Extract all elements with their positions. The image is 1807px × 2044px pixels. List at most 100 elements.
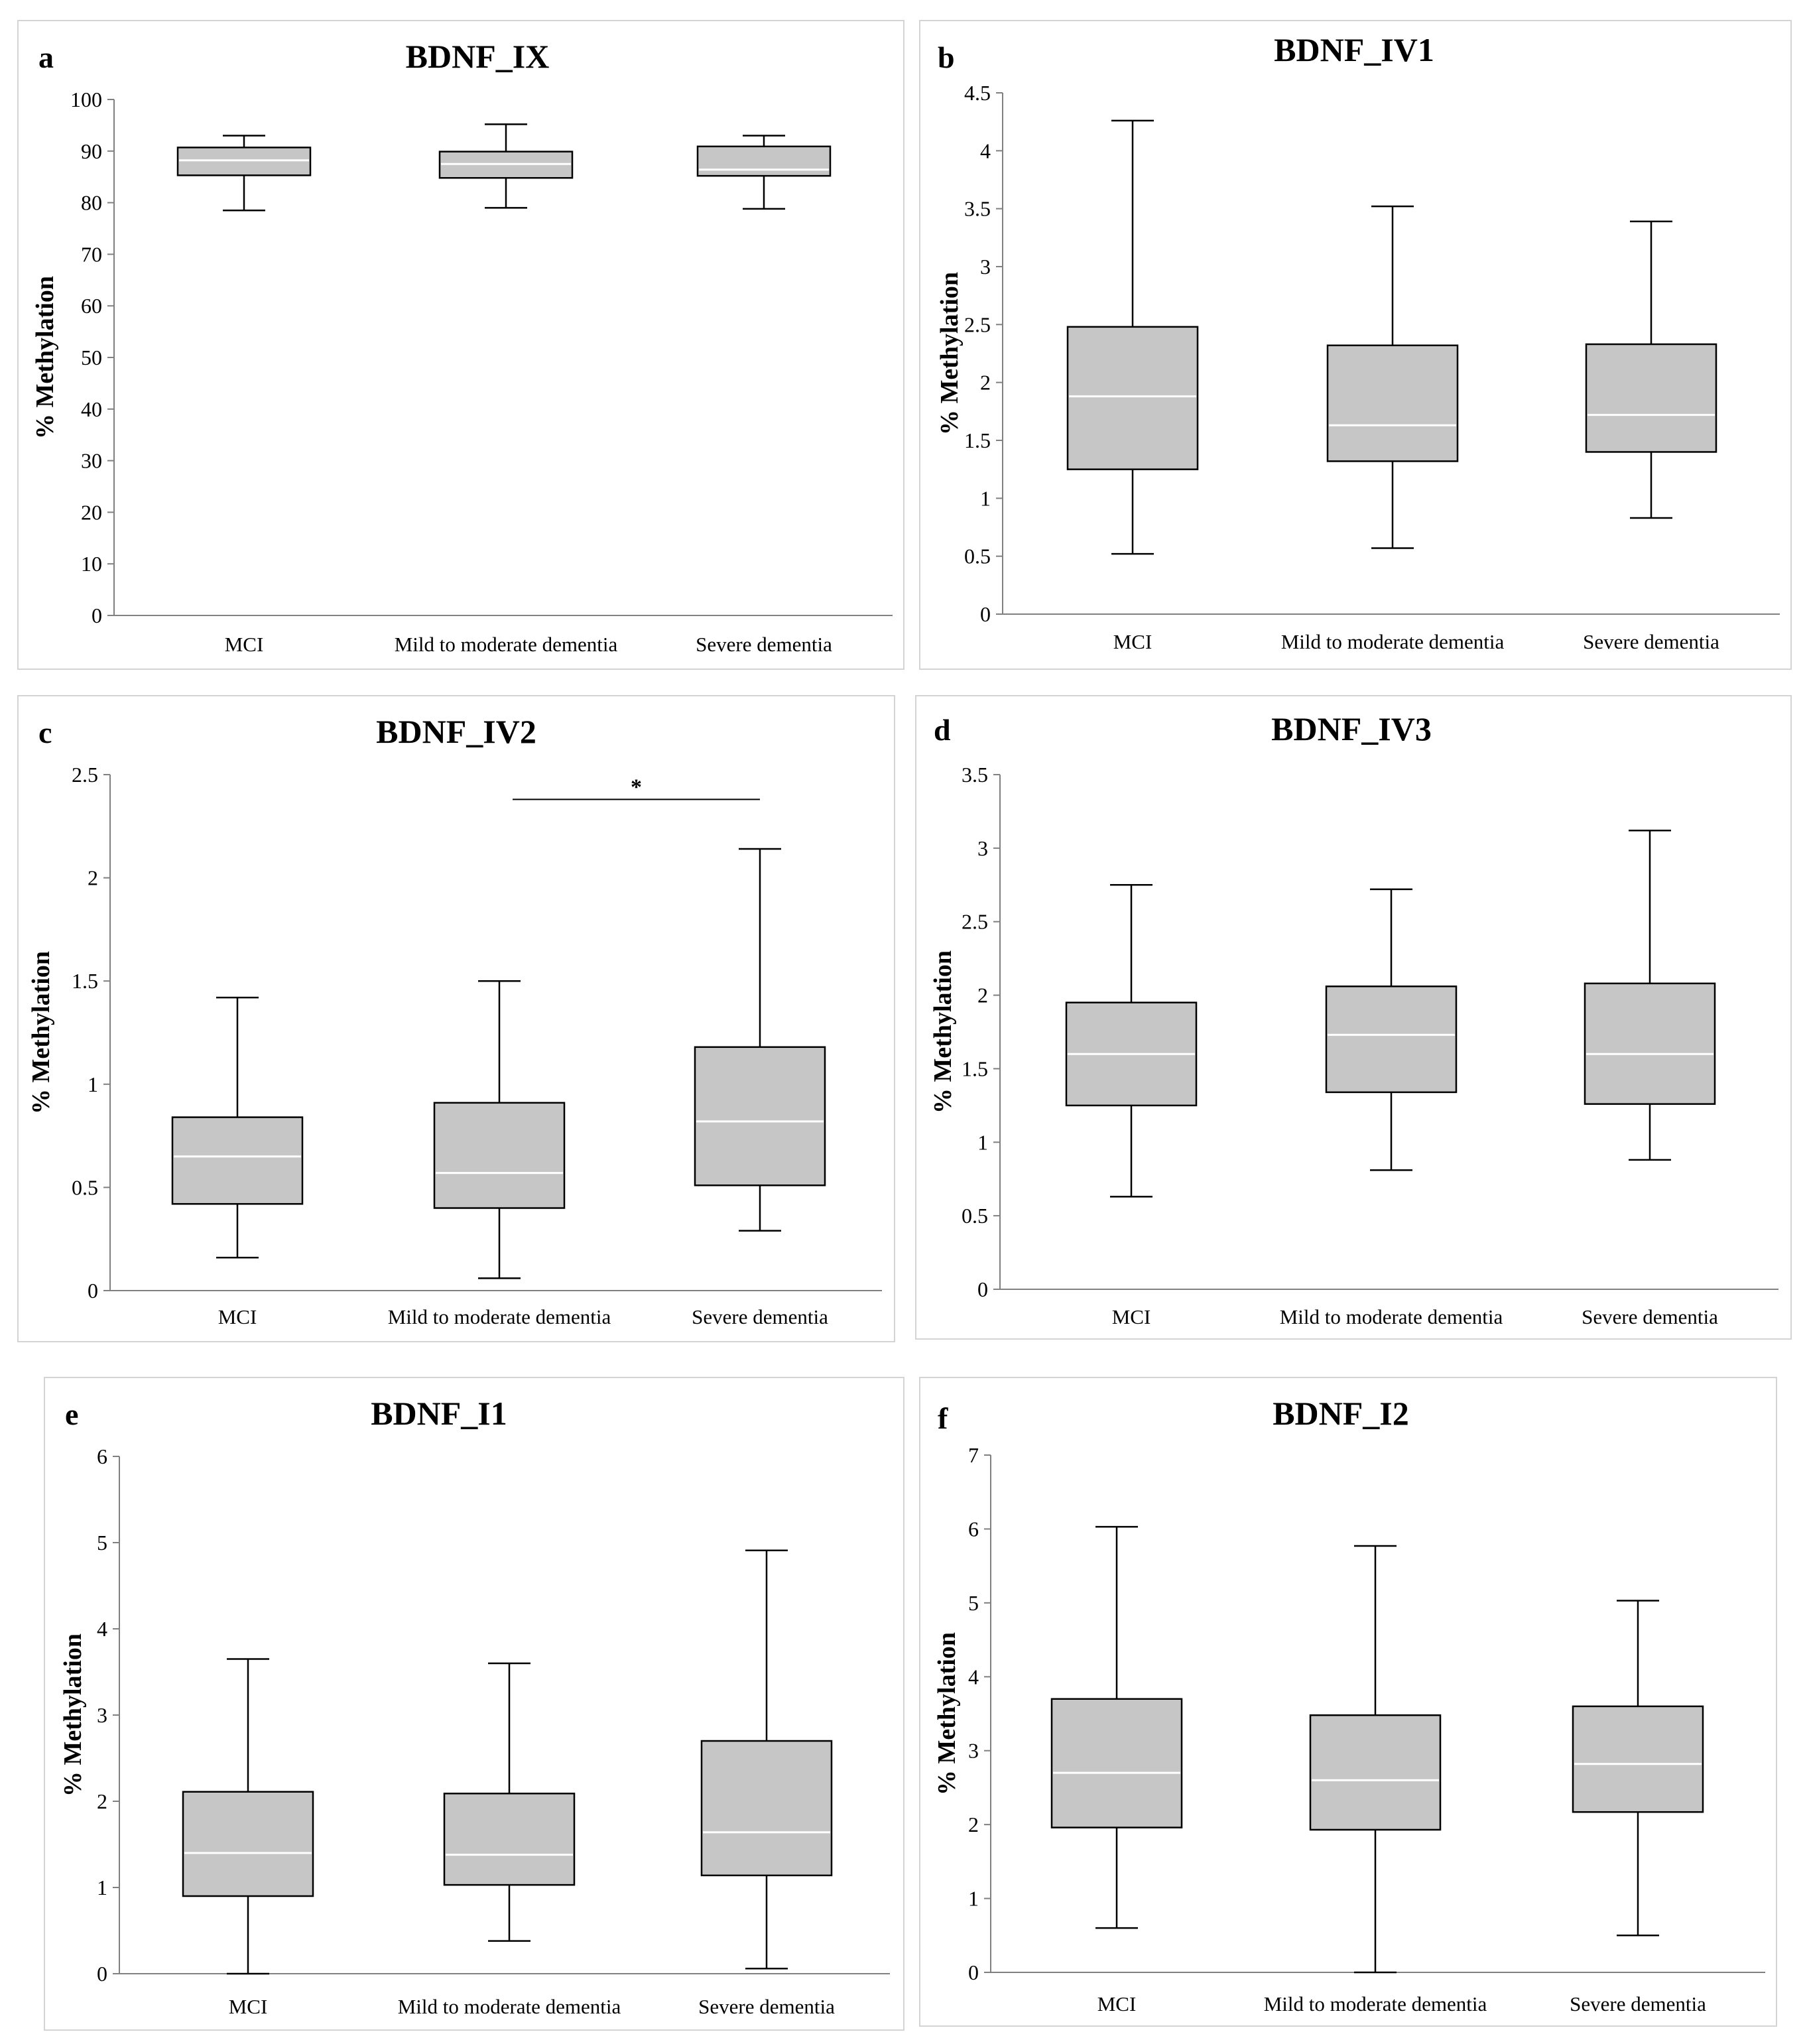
y-tick-label: 70 bbox=[81, 242, 102, 266]
box-iqr bbox=[694, 1046, 826, 1186]
y-tick-label: 10 bbox=[81, 552, 102, 576]
box-iqr bbox=[1066, 326, 1199, 470]
panel-label: d bbox=[934, 713, 951, 747]
box-2 bbox=[1309, 1545, 1442, 1974]
y-tick-label: 0 bbox=[92, 604, 102, 627]
box-3 bbox=[696, 135, 832, 210]
y-tick-label: 6 bbox=[97, 1444, 107, 1468]
y-tick-label: 2 bbox=[968, 1813, 979, 1836]
chart-title: BDNF_IV1 bbox=[1274, 31, 1434, 68]
y-tick-label: 3.5 bbox=[962, 763, 988, 787]
x-category-label: Mild to moderate dementia bbox=[395, 633, 618, 656]
box-iqr bbox=[1325, 986, 1458, 1094]
chart-panel-f: f BDNF_I2 % Methylation 0 1 2 3 4 5 6 7 MCI Mild to … bbox=[919, 1377, 1777, 2027]
y-tick-label: 80 bbox=[81, 191, 102, 215]
y-axis-label: % Methylation bbox=[936, 272, 964, 435]
box-3 bbox=[1585, 220, 1717, 519]
x-category-label: Mild to moderate dementia bbox=[388, 1305, 611, 1328]
box-iqr bbox=[182, 1791, 314, 1897]
box-1 bbox=[1065, 884, 1198, 1198]
y-tick-label: 3 bbox=[97, 1703, 107, 1727]
x-category-label: Severe dementia bbox=[696, 633, 832, 656]
y-tick-label: 0.5 bbox=[964, 544, 991, 568]
panel-label: b bbox=[938, 40, 955, 74]
box-iqr bbox=[1584, 982, 1716, 1105]
y-tick-label: 1 bbox=[88, 1072, 98, 1096]
y-tick-label: 2 bbox=[977, 984, 988, 1007]
y-tick-label: 100 bbox=[70, 88, 102, 111]
box-3 bbox=[1572, 1600, 1704, 1937]
box-iqr bbox=[1309, 1714, 1442, 1831]
box-2 bbox=[443, 1662, 576, 1942]
y-tick-label: 2.5 bbox=[964, 312, 991, 336]
panel-label: e bbox=[65, 1397, 78, 1431]
box-iqr bbox=[1585, 343, 1717, 453]
chart-panel-c: c BDNF_IV2 % Methylation 0 0.5 1 1.5 2 2.5 MCI Mil… bbox=[17, 695, 895, 1342]
panel-label: c bbox=[38, 716, 52, 749]
x-category-label: MCI bbox=[1097, 1992, 1137, 2015]
y-tick-label: 2.5 bbox=[72, 763, 98, 787]
chart-title: BDNF_IV3 bbox=[1271, 710, 1432, 747]
x-category-label: Severe dementia bbox=[1583, 630, 1719, 653]
box-1 bbox=[176, 135, 312, 212]
chart-svg-b: b BDNF_IV1 % Methylation 0 0.5 1 1.5 2 2.5 3 3.5 4 4… bbox=[936, 31, 1780, 653]
y-tick-label: 1.5 bbox=[962, 1056, 988, 1080]
box-1 bbox=[171, 996, 304, 1259]
box-2 bbox=[1326, 205, 1459, 549]
chart-svg-a: a BDNF_IX % Methylation 0 10 20 30 40 50 60 70 80 90… bbox=[31, 38, 893, 656]
box-1 bbox=[182, 1658, 314, 1975]
x-category-label: Mild to moderate dementia bbox=[398, 1995, 621, 2018]
y-axis-label: % Methylation bbox=[27, 951, 55, 1114]
x-category-label: MCI bbox=[1112, 1305, 1151, 1328]
y-tick-label: 0 bbox=[97, 1962, 107, 1986]
y-tick-label: 1.5 bbox=[72, 969, 98, 993]
y-tick-label: 3 bbox=[977, 836, 988, 860]
y-tick-label: 7 bbox=[968, 1443, 979, 1467]
y-tick-label: 2 bbox=[88, 866, 98, 890]
y-tick-label: 4 bbox=[968, 1665, 979, 1689]
box-1 bbox=[1050, 1525, 1183, 1929]
y-tick-label: 0 bbox=[968, 1960, 979, 1984]
x-category-label: MCI bbox=[225, 633, 264, 656]
box-iqr bbox=[443, 1793, 576, 1886]
y-tick-label: 6 bbox=[968, 1517, 979, 1541]
y-tick-label: 4 bbox=[980, 139, 991, 162]
y-tick-label: 2 bbox=[97, 1789, 107, 1813]
y-tick-label: 2 bbox=[980, 371, 991, 395]
box-iqr bbox=[1572, 1705, 1704, 1813]
box-3 bbox=[694, 848, 826, 1232]
chart-svg-e: e BDNF_I1 % Methylation 0 1 2 3 4 5 6 MCI Mild to m… bbox=[59, 1395, 890, 2018]
y-tick-label: 3 bbox=[980, 255, 991, 279]
chart-svg-c: c BDNF_IV2 % Methylation 0 0.5 1 1.5 2 2.5 MCI Mil… bbox=[27, 713, 882, 1328]
y-tick-label: 3 bbox=[968, 1739, 979, 1763]
panel-label: a bbox=[38, 40, 54, 74]
y-axis-label: % Methylation bbox=[929, 950, 957, 1114]
chart-title: BDNF_IV2 bbox=[376, 713, 536, 750]
y-axis-label: % Methylation bbox=[31, 276, 59, 439]
y-tick-label: 30 bbox=[81, 449, 102, 473]
y-tick-label: 0 bbox=[977, 1277, 988, 1301]
box-iqr bbox=[700, 1740, 833, 1877]
chart-panel-d: d BDNF_IV3 % Methylation 0 0.5 1 1.5 2 2.5 3 3.5 MC… bbox=[915, 695, 1792, 1340]
y-tick-label: 4 bbox=[97, 1617, 107, 1641]
box-iqr bbox=[1050, 1698, 1183, 1828]
box-2 bbox=[433, 980, 566, 1279]
y-tick-label: 0 bbox=[88, 1279, 98, 1303]
y-tick-label: 5 bbox=[97, 1531, 107, 1555]
chart-svg-d: d BDNF_IV3 % Methylation 0 0.5 1 1.5 2 2.5 3 3.5 MC… bbox=[929, 710, 1778, 1328]
y-tick-label: 2.5 bbox=[962, 910, 988, 934]
chart-svg-f: f BDNF_I2 % Methylation 0 1 2 3 4 5 6 7 MCI Mild to … bbox=[933, 1395, 1765, 2015]
x-category-label: Mild to moderate dementia bbox=[1281, 630, 1505, 653]
box-3 bbox=[700, 1549, 833, 1970]
box-iqr bbox=[696, 145, 832, 177]
box-iqr bbox=[171, 1116, 304, 1205]
y-tick-label: 60 bbox=[81, 294, 102, 318]
x-category-label: Severe dementia bbox=[1570, 1992, 1706, 2015]
box-1 bbox=[1066, 119, 1199, 555]
y-tick-label: 1 bbox=[97, 1876, 107, 1899]
x-category-label: MCI bbox=[229, 1995, 268, 2018]
y-tick-label: 1.5 bbox=[964, 428, 991, 452]
x-category-label: Mild to moderate dementia bbox=[1264, 1992, 1487, 2015]
x-category-label: MCI bbox=[1113, 630, 1153, 653]
y-tick-label: 20 bbox=[81, 500, 102, 524]
